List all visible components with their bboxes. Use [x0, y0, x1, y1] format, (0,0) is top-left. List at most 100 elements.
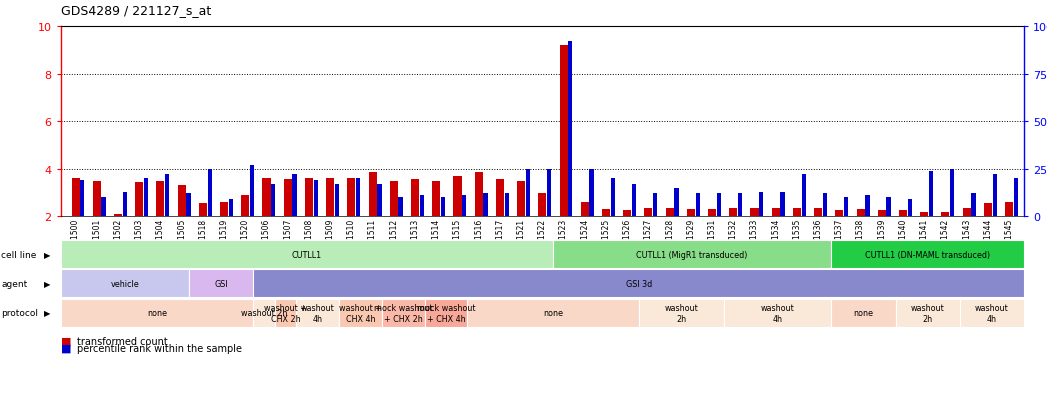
- Bar: [356, 179, 360, 217]
- Bar: [589, 169, 594, 217]
- Text: washout
4h: washout 4h: [300, 304, 334, 323]
- Bar: [505, 194, 509, 217]
- Text: percentile rank within the sample: percentile rank within the sample: [77, 343, 243, 353]
- Bar: [399, 198, 403, 217]
- Bar: [632, 185, 637, 217]
- Bar: [462, 196, 466, 217]
- Bar: [207, 169, 211, 217]
- Text: none: none: [853, 309, 873, 318]
- Bar: [865, 196, 869, 217]
- Bar: [377, 185, 381, 217]
- Bar: [644, 209, 652, 217]
- Bar: [517, 181, 526, 217]
- Bar: [984, 204, 992, 217]
- Bar: [122, 192, 127, 217]
- Bar: [751, 209, 758, 217]
- Text: washout 2h: washout 2h: [241, 309, 287, 318]
- Text: ■: ■: [61, 336, 71, 346]
- Bar: [228, 200, 233, 217]
- Bar: [305, 179, 313, 217]
- Bar: [263, 179, 270, 217]
- Bar: [474, 173, 483, 217]
- Text: CUTLL1: CUTLL1: [292, 250, 321, 259]
- Text: mock washout
+ CHX 4h: mock washout + CHX 4h: [417, 304, 475, 323]
- Bar: [887, 198, 891, 217]
- Bar: [389, 181, 398, 217]
- Bar: [156, 181, 164, 217]
- Bar: [695, 194, 699, 217]
- Bar: [623, 211, 631, 217]
- Bar: [81, 181, 85, 217]
- Bar: [972, 194, 976, 217]
- Bar: [844, 198, 848, 217]
- Bar: [602, 210, 610, 217]
- Bar: [241, 195, 249, 217]
- Bar: [802, 175, 806, 217]
- Bar: [143, 179, 148, 217]
- Bar: [666, 209, 673, 217]
- Text: transformed count: transformed count: [77, 336, 169, 346]
- Text: vehicle: vehicle: [111, 279, 139, 288]
- Bar: [929, 171, 933, 217]
- Bar: [271, 185, 275, 217]
- Bar: [432, 181, 441, 217]
- Text: ▶: ▶: [44, 309, 50, 318]
- Bar: [526, 169, 530, 217]
- Bar: [441, 198, 445, 217]
- Text: washout
2h: washout 2h: [911, 304, 944, 323]
- Text: mock washout
+ CHX 2h: mock washout + CHX 2h: [374, 304, 432, 323]
- Text: cell line: cell line: [1, 250, 37, 259]
- Bar: [335, 185, 339, 217]
- Bar: [496, 180, 504, 217]
- Bar: [559, 46, 567, 217]
- Bar: [856, 210, 865, 217]
- Bar: [292, 175, 296, 217]
- Text: ▶: ▶: [44, 279, 50, 288]
- Bar: [453, 176, 462, 217]
- Bar: [877, 211, 886, 217]
- Bar: [941, 212, 950, 217]
- Bar: [135, 183, 143, 217]
- Bar: [348, 179, 355, 217]
- Text: ▶: ▶: [44, 250, 50, 259]
- Bar: [738, 194, 742, 217]
- Bar: [114, 214, 122, 217]
- Bar: [1013, 179, 1018, 217]
- Bar: [674, 188, 678, 217]
- Bar: [178, 186, 185, 217]
- Text: none: none: [543, 309, 563, 318]
- Bar: [369, 173, 377, 217]
- Bar: [538, 193, 547, 217]
- Text: GSI: GSI: [215, 279, 228, 288]
- Bar: [420, 196, 424, 217]
- Bar: [547, 169, 552, 217]
- Bar: [610, 179, 615, 217]
- Bar: [411, 180, 419, 217]
- Bar: [581, 202, 588, 217]
- Text: washout
2h: washout 2h: [665, 304, 698, 323]
- Bar: [950, 169, 955, 217]
- Bar: [1005, 202, 1013, 217]
- Bar: [920, 212, 929, 217]
- Bar: [327, 179, 334, 217]
- Bar: [484, 194, 488, 217]
- Bar: [793, 209, 801, 217]
- Bar: [780, 192, 784, 217]
- Bar: [899, 211, 907, 217]
- Text: washout
4h: washout 4h: [975, 304, 1008, 323]
- Bar: [730, 209, 737, 217]
- Bar: [962, 209, 971, 217]
- Text: washout +
CHX 4h: washout + CHX 4h: [339, 304, 382, 323]
- Bar: [687, 210, 695, 217]
- Bar: [102, 198, 106, 217]
- Bar: [993, 175, 997, 217]
- Bar: [220, 202, 228, 217]
- Bar: [759, 192, 763, 217]
- Text: protocol: protocol: [1, 309, 38, 318]
- Text: none: none: [147, 309, 168, 318]
- Bar: [653, 194, 658, 217]
- Bar: [93, 181, 101, 217]
- Bar: [908, 200, 912, 217]
- Text: CUTLL1 (MigR1 transduced): CUTLL1 (MigR1 transduced): [637, 250, 748, 259]
- Bar: [717, 194, 721, 217]
